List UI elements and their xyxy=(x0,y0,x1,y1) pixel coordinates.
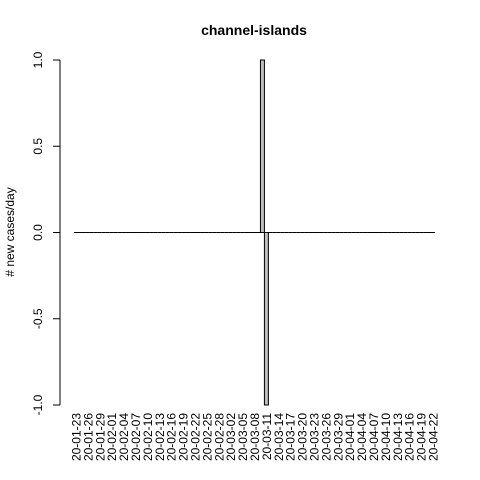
x-tick-label: 20-03-08 xyxy=(248,413,262,461)
x-axis: 20-01-2320-01-2620-01-2920-02-0120-02-04… xyxy=(69,413,440,461)
x-tick-label: 20-04-13 xyxy=(391,413,405,461)
y-tick-label: 0.5 xyxy=(31,138,45,155)
x-tick-label: 20-03-20 xyxy=(296,413,310,461)
x-tick-label: 20-03-02 xyxy=(224,413,238,461)
x-tick-label: 20-02-19 xyxy=(177,413,191,461)
x-tick-label: 20-02-01 xyxy=(105,413,119,461)
x-tick-label: 20-04-07 xyxy=(367,413,381,461)
y-tick-label: 0.0 xyxy=(31,224,45,241)
x-tick-label: 20-02-13 xyxy=(153,413,167,461)
y-tick-label: -0.5 xyxy=(31,308,45,329)
x-tick-label: 20-04-01 xyxy=(343,413,357,461)
x-tick-label: 20-02-28 xyxy=(212,413,226,461)
x-tick-label: 20-04-10 xyxy=(379,413,393,461)
x-tick-label: 20-02-22 xyxy=(188,413,202,461)
bars xyxy=(74,59,435,406)
x-tick-label: 20-02-16 xyxy=(165,413,179,461)
x-tick-label: 20-04-22 xyxy=(427,413,441,461)
x-tick-label: 20-02-10 xyxy=(141,413,155,461)
chart-title: channel-islands xyxy=(201,22,307,38)
x-tick-label: 20-03-05 xyxy=(236,413,250,461)
bar xyxy=(263,232,269,406)
x-tick-label: 20-01-23 xyxy=(69,413,83,461)
y-axis: -1.0 -0.5 0.0 0.5 1.0 xyxy=(31,51,61,415)
x-tick-label: 20-03-29 xyxy=(331,413,345,461)
bar xyxy=(259,59,265,233)
x-tick-label: 20-04-19 xyxy=(415,413,429,461)
x-tick-label: 20-01-29 xyxy=(93,413,107,461)
x-tick-label: 20-03-11 xyxy=(260,413,274,460)
x-tick-label: 20-02-04 xyxy=(117,413,131,461)
x-tick-label: 20-04-16 xyxy=(403,413,417,461)
x-tick-label: 20-03-26 xyxy=(319,413,333,461)
x-tick-label: 20-03-17 xyxy=(284,413,298,461)
x-tick-label: 20-03-14 xyxy=(272,413,286,461)
x-tick-label: 20-03-23 xyxy=(308,413,322,461)
x-tick-label: 20-02-25 xyxy=(200,413,214,461)
x-tick-label: 20-04-04 xyxy=(355,413,369,461)
x-tick-label: 20-01-26 xyxy=(81,413,95,461)
y-tick-label: -1.0 xyxy=(31,394,45,415)
y-axis-label: # new cases/day xyxy=(3,187,17,276)
x-tick-label: 20-02-07 xyxy=(129,413,143,461)
y-tick-label: 1.0 xyxy=(31,51,45,68)
